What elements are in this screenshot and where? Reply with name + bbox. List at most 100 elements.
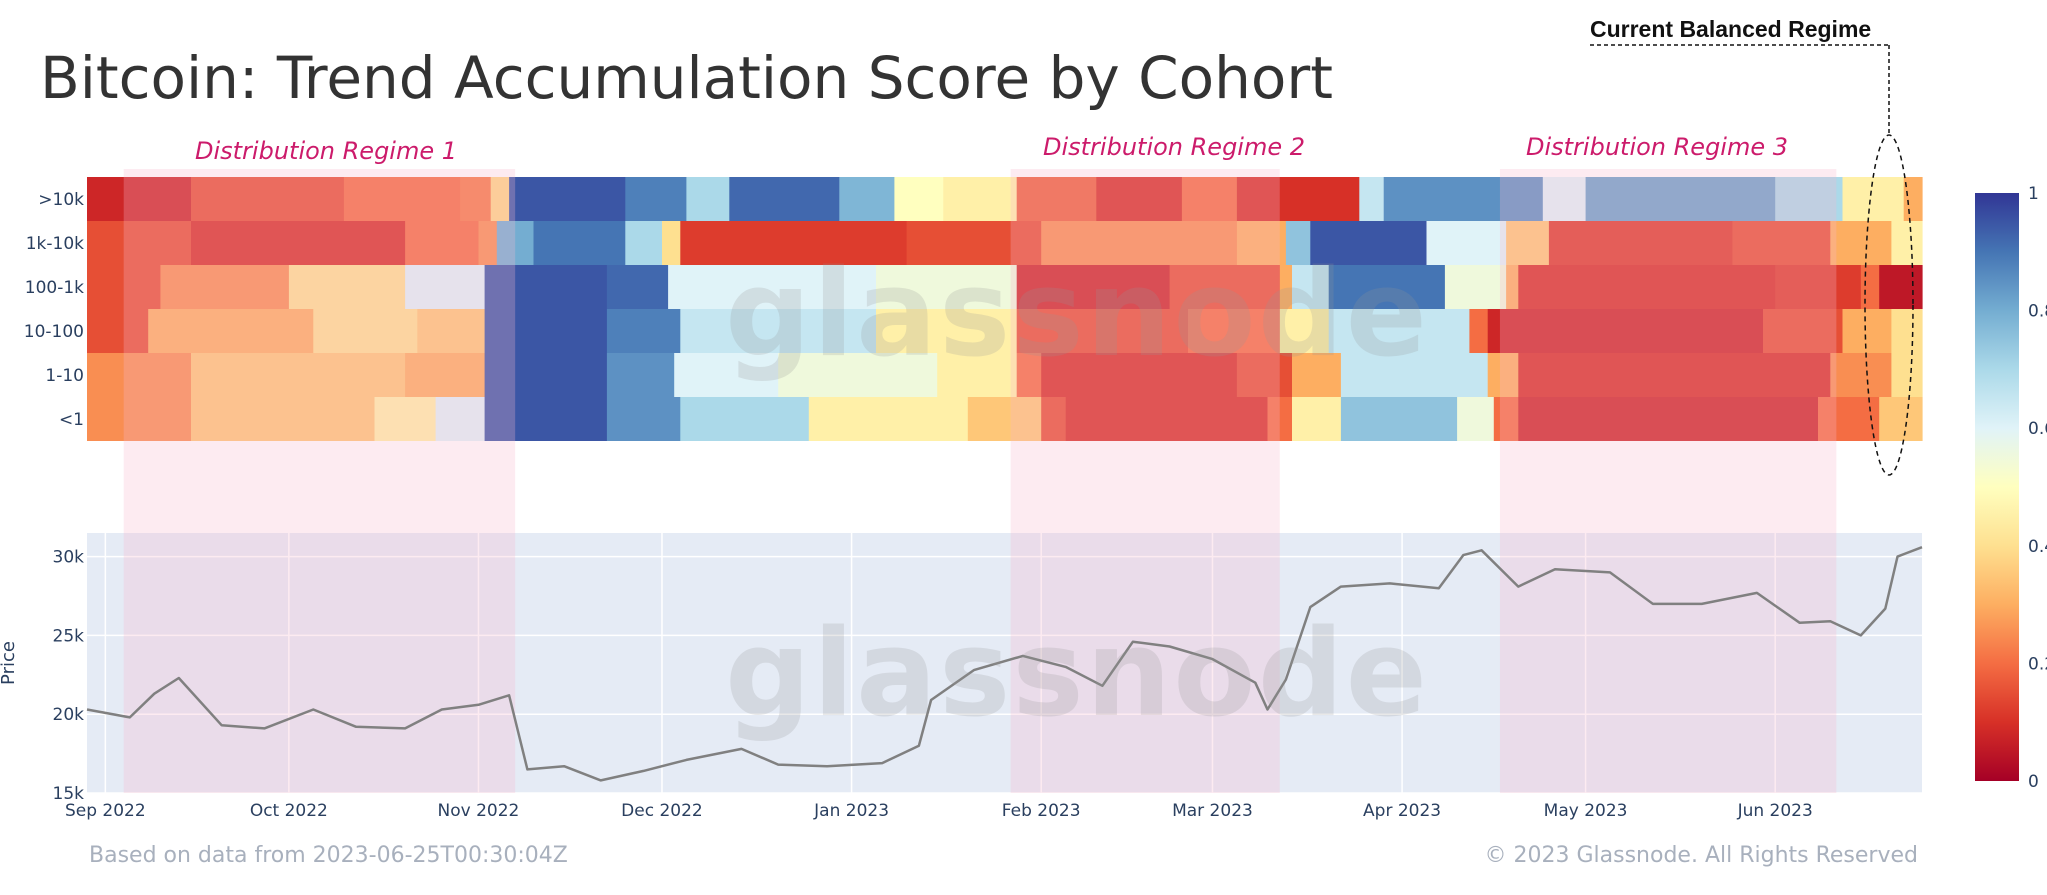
heatmap-cell	[191, 353, 406, 397]
cohort-row-label: 1-10	[45, 366, 84, 386]
colorbar-tick-label: 0	[2028, 772, 2039, 792]
heatmap-cell	[1340, 397, 1458, 441]
heatmap-cell	[1181, 177, 1238, 221]
heatmap-cell	[1169, 265, 1281, 309]
heatmap-cell	[1285, 221, 1311, 265]
heatmap-cell	[625, 221, 663, 265]
heatmap-cell	[1518, 265, 1776, 309]
price-gridlines	[87, 533, 1922, 794]
x-tick-label: Mar 2023	[1172, 801, 1253, 821]
chart-title: Bitcoin: Trend Accumulation Score by Coh…	[40, 44, 1333, 112]
heatmap-cell	[1279, 309, 1330, 353]
heatmap-cell	[160, 265, 290, 309]
heatmap-cell	[405, 265, 486, 309]
heatmap-cell	[1818, 397, 1880, 441]
cohort-row-label: 1k-10k	[26, 234, 84, 254]
heatmap-cell	[674, 353, 779, 397]
x-tick-label: Nov 2022	[438, 801, 520, 821]
heatmap-cell	[1383, 177, 1544, 221]
heatmap-cell	[1279, 265, 1293, 309]
x-tick-label: Jan 2023	[813, 801, 889, 821]
regime-label-3: Distribution Regime 3	[1525, 133, 1789, 161]
heatmap-cell	[484, 397, 608, 441]
colorbar-tick-label: 0.2	[2028, 654, 2047, 674]
heatmap-cell	[1359, 177, 1385, 221]
cohort-row-label: >10k	[38, 190, 84, 210]
heatmap-cell	[943, 177, 1018, 221]
heatmap-cell	[1236, 353, 1293, 397]
heatmap-cell	[1188, 309, 1281, 353]
heatmap-cell	[1016, 309, 1189, 353]
colorbar-tick-label: 0.6	[2028, 419, 2047, 439]
heatmap-cell	[729, 177, 840, 221]
colorbar-tick-label: 0.8	[2028, 302, 2047, 322]
heatmap-cell	[680, 309, 877, 353]
heatmap-cell	[87, 265, 161, 309]
heatmap-cell	[1328, 265, 1446, 309]
heatmap-cell	[937, 353, 1018, 397]
heatmap-cell	[405, 221, 480, 265]
watermark-heatmap: glassnode	[725, 245, 1430, 384]
heatmap-cell	[1585, 177, 1776, 221]
regime-shading	[123, 169, 1837, 793]
heatmap-cell	[680, 221, 908, 265]
heatmap-cell	[343, 177, 461, 221]
heatmap-cell	[894, 177, 944, 221]
heatmap-cell	[87, 353, 192, 397]
heatmap-cell	[484, 309, 608, 353]
price-line-layer	[86, 546, 1923, 782]
heatmap-cell	[288, 265, 406, 309]
heatmap-cell	[374, 397, 437, 441]
heatmap-cell	[1065, 397, 1269, 441]
price-y-tick-label: 15k	[53, 784, 85, 804]
heatmap-cell	[1487, 353, 1519, 397]
heatmap-cell	[876, 265, 1018, 309]
heatmap-cell	[1493, 397, 1519, 441]
heatmap-cell	[606, 309, 681, 353]
current-regime-ellipse	[1864, 134, 1914, 476]
heatmap-cell	[606, 353, 675, 397]
callout-annotation	[1590, 44, 1914, 476]
heatmap-cell	[1041, 397, 1067, 441]
heatmap-cell	[1292, 397, 1342, 441]
heatmap-cell	[1016, 353, 1042, 397]
current-balanced-regime-callout: Current Balanced Regime	[1590, 16, 1872, 42]
heatmap-cell	[1860, 265, 1880, 309]
heatmap-cell	[1763, 309, 1844, 353]
heatmap-cell	[662, 221, 681, 265]
heatmap-cell	[625, 177, 688, 221]
watermark-price: glassnode	[725, 605, 1430, 744]
heatmap-cell	[1542, 177, 1587, 221]
heatmap-cell	[533, 221, 626, 265]
x-tick-label: May 2023	[1544, 801, 1628, 821]
heatmap-cell	[191, 397, 376, 441]
regime-shade	[1499, 169, 1837, 793]
heatmap-cell	[1506, 221, 1550, 265]
price-y-tick-label: 20k	[53, 705, 85, 725]
cohort-row-label: 100-1k	[25, 278, 84, 298]
heatmap-cell	[1041, 221, 1238, 265]
heatmap-cell	[1292, 353, 1342, 397]
price-axis-title: Price	[0, 641, 19, 685]
heatmap-cell	[478, 221, 498, 265]
colorbar: 1 0.8 0.6 0.4 0.2 0	[1975, 184, 2047, 792]
heatmap-cell	[1310, 221, 1428, 265]
heatmap-cell	[490, 177, 510, 221]
heatmap-cell	[606, 397, 681, 441]
heatmap-cell	[1487, 309, 1764, 353]
regime-shade	[123, 169, 516, 793]
heatmap-cell	[1292, 265, 1330, 309]
heatmap-cell	[606, 265, 669, 309]
heatmap-cell	[1518, 397, 1819, 441]
heatmap-cell	[686, 177, 730, 221]
heatmap	[87, 177, 1923, 441]
x-tick-label: Oct 2022	[250, 801, 328, 821]
heatmap-cell	[460, 177, 492, 221]
heatmap-cell	[967, 397, 1042, 441]
heatmap-cell	[1775, 265, 1862, 309]
heatmap-cell	[680, 397, 810, 441]
heatmap-cell	[1041, 353, 1238, 397]
colorbar-tick-label: 0.4	[2028, 537, 2047, 557]
heatmap-cell	[1548, 221, 1733, 265]
